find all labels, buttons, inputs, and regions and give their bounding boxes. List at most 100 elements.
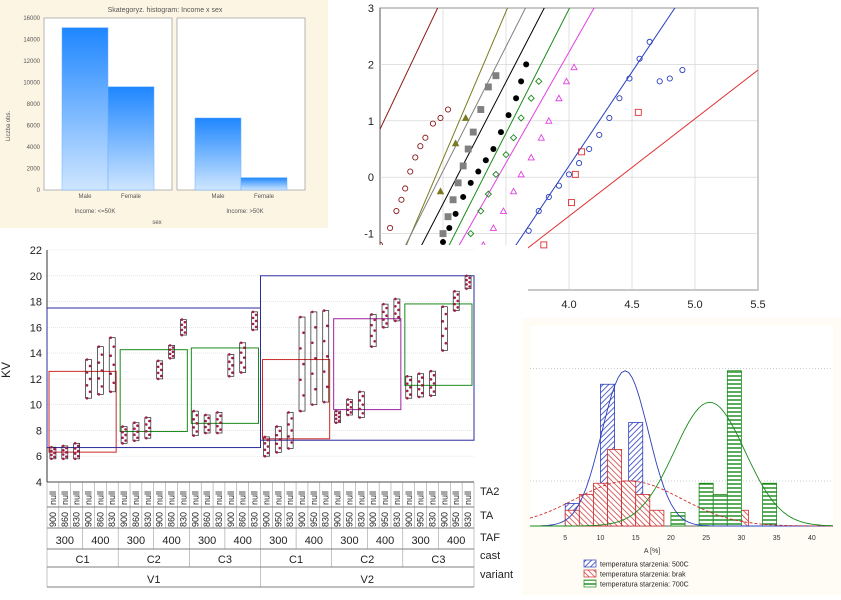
probability-x-tick-label: 4.0 [561, 299, 576, 311]
probability-point [578, 148, 586, 156]
variability-data-point [358, 399, 362, 402]
variability-ta2-cell: null [273, 491, 283, 505]
probability-point [535, 77, 543, 85]
variability-data-point [180, 328, 184, 332]
variability-data-point [231, 364, 234, 367]
variability-y-tick-label: 10 [30, 400, 42, 412]
probability-y-tick-label: 3 [368, 3, 374, 15]
variability-data-point [156, 371, 160, 375]
probability-point [523, 61, 530, 68]
variability-cast-box [190, 347, 259, 424]
variability-data-point [314, 387, 317, 391]
variability-data-point [275, 451, 279, 454]
variability-data-point [112, 345, 116, 348]
variability-data-point [441, 349, 445, 352]
variability-data-point [420, 391, 424, 395]
variability-data-point [453, 309, 457, 312]
variability-data-point [64, 455, 68, 458]
variability-group-range [251, 311, 258, 331]
variability-data-point [311, 341, 314, 345]
distribution-x-tick-label: 5 [563, 535, 567, 542]
variability-data-point [275, 425, 279, 428]
distribution-bar [649, 509, 665, 527]
variability-data-point [429, 386, 433, 389]
variability-data-point [109, 336, 113, 339]
variability-data-point [420, 376, 424, 379]
variability-ta-cell: 830 [321, 512, 331, 527]
variability-y-tick-label: 22 [30, 245, 42, 257]
variability-data-point [266, 438, 270, 442]
variability-data-point [109, 354, 113, 357]
variability-data-point [228, 360, 231, 364]
variability-data-point [207, 428, 210, 432]
variability-data-point [76, 454, 80, 458]
distribution-legend-label: temperatura starzenia: 500C [600, 562, 689, 569]
variability-group-range [120, 426, 128, 444]
variability-ta2-cell: null [333, 491, 343, 505]
variability-y-tick-label: 4 [36, 477, 42, 489]
variability-ta2-cell: null [321, 491, 331, 505]
variability-data-point [76, 444, 80, 448]
variability-data-point [370, 345, 373, 348]
probability-point [439, 230, 447, 238]
probability-point [565, 171, 573, 178]
variability-data-point [278, 446, 282, 450]
variability-data-point [112, 381, 116, 385]
variability-data-point [346, 403, 350, 406]
variability-data-point [263, 454, 267, 458]
variability-group-range [156, 360, 164, 380]
variability-data-point [61, 444, 65, 448]
probability-y-tick-label: 2 [368, 59, 374, 71]
variability-data-point [370, 334, 373, 338]
distribution-x-axis-label: A [%] [644, 548, 660, 555]
variability-data-point [109, 372, 113, 376]
variability-data-point [180, 323, 184, 327]
variability-data-point [133, 427, 136, 431]
variability-ta-cell: 830 [143, 512, 153, 527]
variability-ta2-cell: null [250, 491, 260, 505]
probability-x-tick-label: 5.0 [687, 299, 702, 311]
variability-data-point [50, 453, 53, 457]
variability-data-point [183, 320, 187, 324]
variability-data-point [444, 312, 448, 316]
variability-data-point [417, 395, 421, 399]
variability-data-point [278, 438, 282, 441]
variability-data-point [156, 365, 160, 369]
variability-data-point [85, 384, 89, 387]
variability-ta2-cell: null [60, 491, 70, 505]
variability-ta2-cell: null [416, 491, 426, 505]
variability-data-point [136, 436, 139, 440]
variability-ta-cell: 830 [107, 512, 117, 527]
probability-point [429, 120, 436, 127]
variability-ta2-cell: null [214, 491, 224, 505]
distribution-legend-swatch [583, 579, 597, 588]
variability-data-point [346, 408, 350, 412]
variability-ta-cell: 830 [285, 512, 295, 527]
variability-data-point [394, 297, 397, 301]
variability-cast-cell: C3 [431, 554, 445, 566]
variability-data-point [148, 433, 151, 437]
variability-data-point [216, 417, 219, 421]
probability-point [444, 213, 452, 221]
histogram-y-tick-label: 14000 [23, 38, 40, 44]
variability-data-point [85, 396, 89, 400]
distribution-legend-swatch [583, 569, 597, 578]
variability-data-point [159, 362, 163, 366]
variability-ta2-cell: null [107, 491, 117, 505]
probability-point [393, 207, 400, 215]
variability-data-point [299, 409, 302, 413]
variability-data-point [405, 382, 409, 385]
variability-data-point [239, 371, 243, 374]
variability-group-range [369, 314, 377, 348]
variability-group-range [132, 422, 140, 442]
variability-data-point [180, 333, 184, 337]
variability-data-point [453, 302, 457, 306]
distribution-x-tick-label: 20 [667, 535, 675, 542]
probability-point [460, 193, 467, 200]
variability-data-point [337, 415, 341, 419]
variability-data-point [100, 369, 104, 372]
variability-data-point [287, 435, 290, 438]
categorized-histogram-chart: Skategoryz. histogram: Income x sex Licz… [6, 7, 306, 226]
variability-data-point [314, 326, 317, 329]
variability-data-point [370, 313, 373, 316]
